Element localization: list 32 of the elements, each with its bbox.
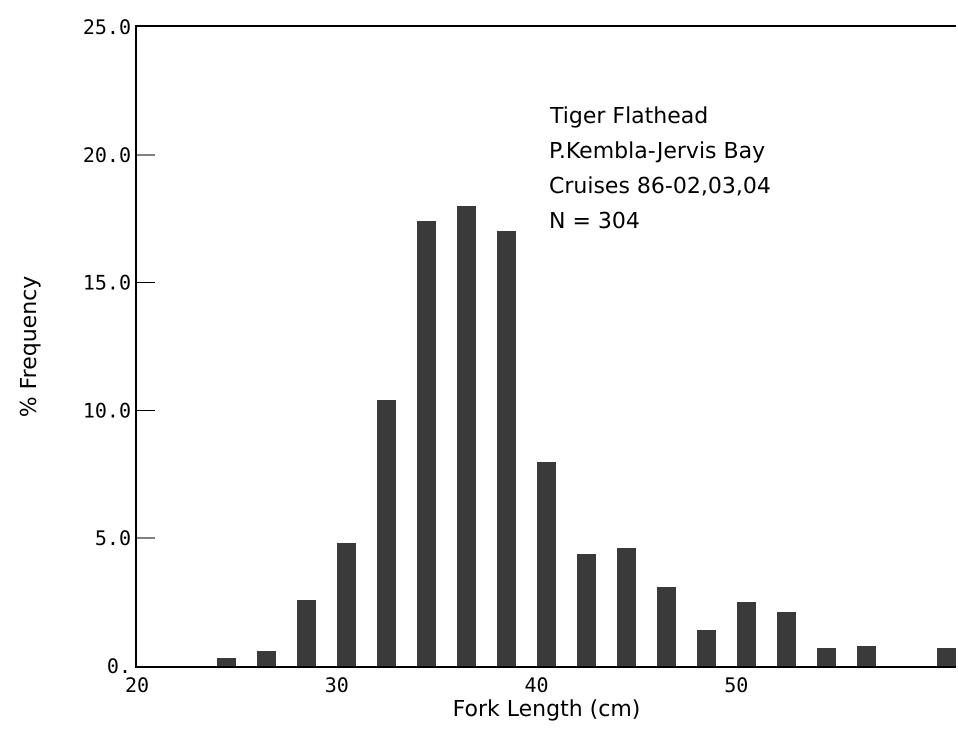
bar (457, 206, 476, 666)
x-tick-label: 40 (524, 673, 549, 697)
bar (217, 658, 236, 666)
annotation: Tiger Flathead (549, 104, 708, 129)
bar (377, 400, 396, 666)
bar (777, 612, 796, 666)
bar (537, 462, 556, 666)
bar (617, 548, 636, 666)
bar (937, 648, 956, 666)
bar (497, 231, 516, 666)
x-axis-title: Fork Length (cm) (452, 697, 640, 722)
bar (297, 600, 316, 666)
bar (657, 587, 676, 666)
y-tick-label: 15.0 (82, 270, 131, 295)
annotation: Cruises 86-02,03,04 (549, 174, 771, 199)
y-tick-label: 5.0 (94, 526, 131, 550)
annotation: P.Kembla-Jervis Bay (549, 139, 766, 164)
x-tick-label: 50 (724, 673, 748, 697)
annotation: N = 304 (549, 209, 640, 234)
bar (337, 543, 356, 666)
x-tick-label: 30 (324, 673, 349, 697)
bar (737, 602, 756, 666)
bar (257, 651, 276, 666)
bar (817, 648, 836, 666)
y-tick-label: 25.0 (82, 15, 131, 39)
y-axis-title: % Frequency (17, 276, 42, 418)
y-tick-label: 10.0 (82, 398, 131, 422)
y-tick-label: 20.0 (82, 142, 131, 167)
bar (417, 221, 436, 666)
bar (857, 646, 876, 666)
bar (697, 630, 716, 666)
bar (577, 554, 596, 666)
